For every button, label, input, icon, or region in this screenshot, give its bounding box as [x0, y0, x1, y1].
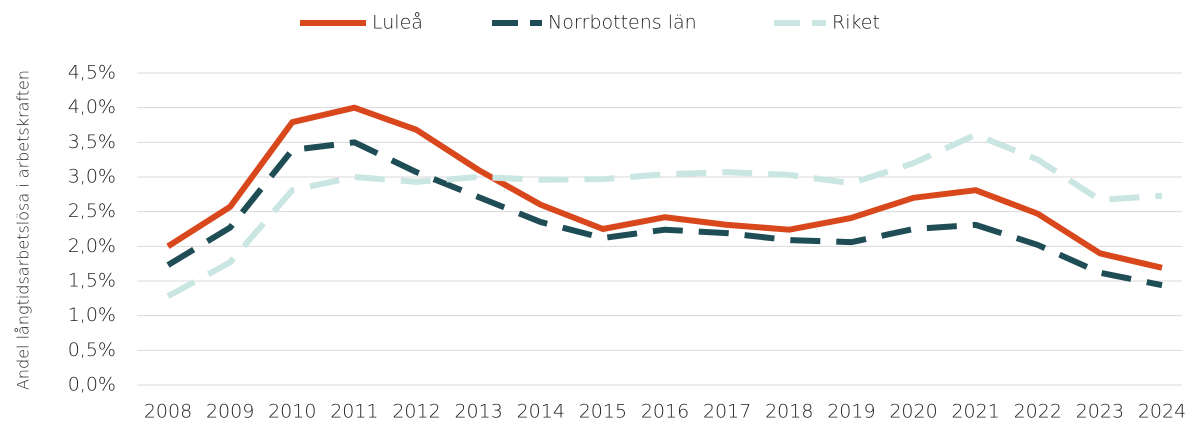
x-tick-label: 2011 [330, 401, 378, 423]
legend-label: Riket [832, 12, 880, 34]
x-tick-label: 2013 [454, 401, 502, 423]
y-tick-label: 0,0% [68, 374, 116, 396]
x-tick-label: 2012 [392, 401, 440, 423]
y-tick-label: 2,0% [68, 235, 116, 257]
y-tick-label: 4,0% [68, 96, 116, 118]
x-tick-label: 2021 [951, 401, 999, 423]
x-tick-label: 2022 [1014, 401, 1062, 423]
series-line [166, 139, 1163, 289]
x-tick-label: 2019 [827, 401, 875, 423]
y-tick-label: 0,5% [68, 339, 116, 361]
legend-label: Luleå [372, 12, 423, 34]
x-tick-label: 2009 [206, 401, 254, 423]
x-tick-label: 2015 [579, 401, 627, 423]
x-tick-label: 2024 [1138, 401, 1186, 423]
x-tick-label: 2017 [703, 401, 751, 423]
x-tick-label: 2016 [641, 401, 689, 423]
y-tick-label: 1,0% [68, 304, 116, 326]
x-tick-label: 2018 [765, 401, 813, 423]
series-line [166, 104, 1163, 271]
y-tick-label: 1,5% [68, 270, 116, 292]
y-tick-label: 3,0% [68, 166, 116, 188]
y-axis-label: Andel långtidsarbetslösa i arbetskraften [14, 70, 33, 390]
x-tick-label: 2014 [517, 401, 565, 423]
y-tick-label: 2,5% [68, 200, 116, 222]
x-tick-label: 2008 [144, 401, 192, 423]
x-tick-label: 2023 [1076, 401, 1124, 423]
legend-label: Norrbottens län [548, 12, 697, 34]
y-tick-label: 3,5% [68, 131, 116, 153]
x-tick-label: 2020 [889, 401, 937, 423]
series-line [166, 131, 1163, 299]
x-tick-label: 2010 [268, 401, 316, 423]
y-tick-label: 4,5% [68, 62, 116, 84]
